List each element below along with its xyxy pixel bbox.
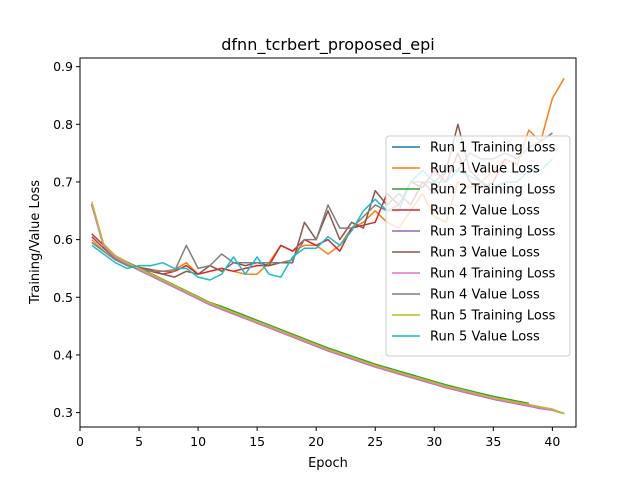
- x-tick-label: 40: [544, 434, 560, 449]
- legend-label: Run 1 Value Loss: [430, 162, 540, 177]
- series-line-7: [91, 204, 565, 414]
- legend-label: Run 5 Training Loss: [430, 309, 556, 324]
- y-tick-label: 0.8: [53, 117, 73, 132]
- legend-label: Run 3 Value Loss: [430, 246, 540, 261]
- series-line-9: [91, 201, 565, 415]
- x-axis-label: Epoch: [308, 456, 348, 471]
- x-tick-label: 0: [76, 434, 84, 449]
- x-axis: 0 5 10 15 20 25 30 35 40: [76, 427, 560, 449]
- legend-label: Run 1 Training Loss: [430, 141, 556, 156]
- x-tick-label: 25: [367, 434, 383, 449]
- y-tick-label: 0.6: [53, 232, 73, 247]
- x-tick-label: 35: [485, 434, 501, 449]
- legend: Run 1 Training Loss Run 1 Value Loss Run 2…: [385, 135, 571, 357]
- legend-label: Run 2 Training Loss: [430, 183, 556, 198]
- y-axis-label: Training/Value Loss: [28, 180, 43, 305]
- axes-frame: [79, 57, 577, 428]
- y-tick-label: 0.4: [53, 347, 73, 362]
- legend-label: Run 3 Training Loss: [430, 225, 556, 240]
- y-tick-label: 0.3: [53, 405, 73, 420]
- legend-label: Run 2 Value Loss: [430, 204, 540, 219]
- chart-title: dfnn_tcrbert_proposed_epi: [221, 35, 434, 55]
- y-tick-label: 0.9: [53, 59, 73, 74]
- x-tick-label: 20: [308, 434, 324, 449]
- y-axis: 0.3 0.4 0.5 0.6 0.7 0.8 0.9: [53, 59, 80, 420]
- x-tick-label: 5: [135, 434, 143, 449]
- legend-label: Run 4 Value Loss: [430, 288, 540, 303]
- x-tick-label: 10: [190, 434, 206, 449]
- y-tick-label: 0.5: [53, 290, 73, 305]
- legend-label: Run 4 Training Loss: [430, 267, 556, 282]
- x-tick-label: 15: [249, 434, 265, 449]
- legend-box: [385, 135, 571, 357]
- x-tick-label: 30: [426, 434, 442, 449]
- y-tick-label: 0.7: [53, 174, 73, 189]
- legend-label: Run 5 Value Loss: [430, 330, 540, 345]
